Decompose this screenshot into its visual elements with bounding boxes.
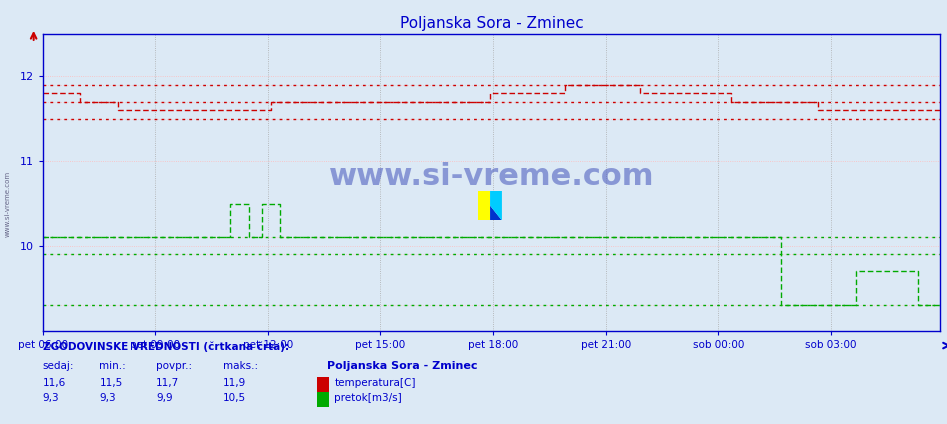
Text: povpr.:: povpr.: — [156, 361, 192, 371]
Text: pretok[m3/s]: pretok[m3/s] — [334, 393, 402, 403]
Text: 11,6: 11,6 — [43, 378, 66, 388]
Polygon shape — [478, 191, 491, 220]
Text: 11,9: 11,9 — [223, 378, 246, 388]
Polygon shape — [491, 191, 502, 220]
Text: temperatura[C]: temperatura[C] — [334, 378, 416, 388]
Text: www.si-vreme.com: www.si-vreme.com — [329, 162, 654, 191]
Polygon shape — [491, 206, 502, 220]
Text: 9,9: 9,9 — [156, 393, 173, 403]
Text: www.si-vreme.com: www.si-vreme.com — [5, 170, 10, 237]
Text: 9,3: 9,3 — [99, 393, 116, 403]
Text: 11,5: 11,5 — [99, 378, 123, 388]
Text: sedaj:: sedaj: — [43, 361, 74, 371]
Text: 11,7: 11,7 — [156, 378, 180, 388]
Text: maks.:: maks.: — [223, 361, 258, 371]
Text: ZGODOVINSKE VREDNOSTI (črtkana črta):: ZGODOVINSKE VREDNOSTI (črtkana črta): — [43, 341, 289, 352]
Text: min.:: min.: — [99, 361, 126, 371]
Text: Poljanska Sora - Zminec: Poljanska Sora - Zminec — [327, 361, 477, 371]
Text: 10,5: 10,5 — [223, 393, 245, 403]
Text: 9,3: 9,3 — [43, 393, 60, 403]
Title: Poljanska Sora - Zminec: Poljanska Sora - Zminec — [400, 17, 583, 31]
